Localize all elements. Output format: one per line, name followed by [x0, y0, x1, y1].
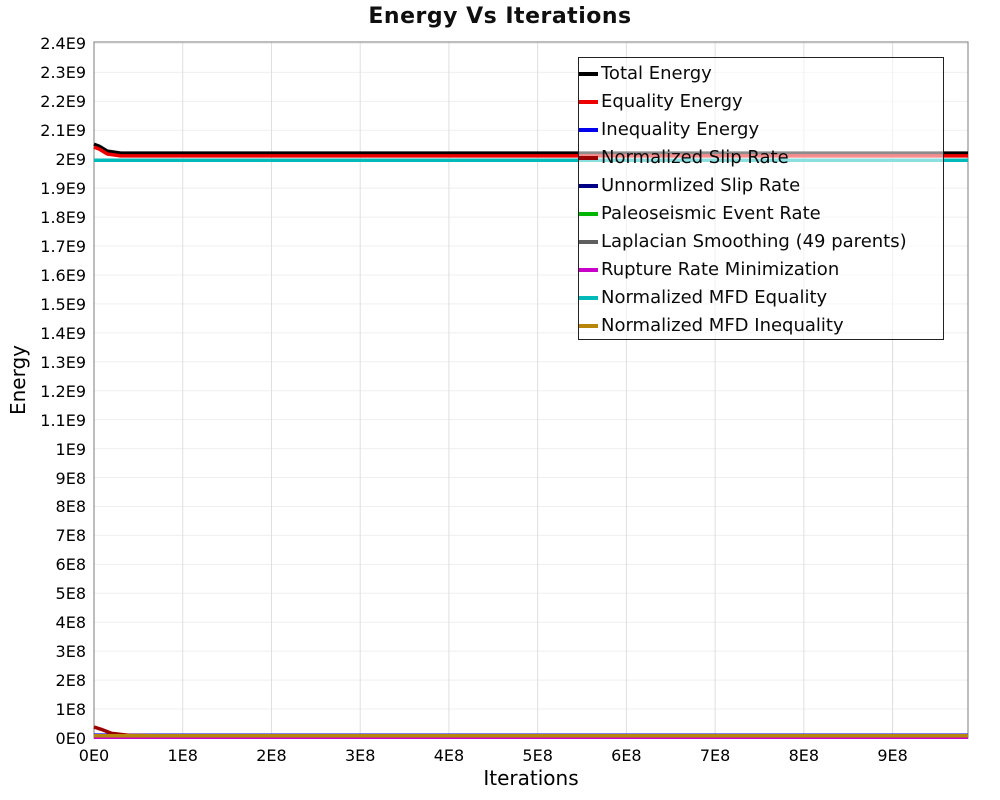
y-tick-label: 1E8: [55, 700, 86, 720]
x-tick-label: 3E8: [344, 746, 376, 765]
legend-item: Paleoseismic Event Rate: [579, 200, 943, 228]
y-tick-label: 1.8E9: [40, 208, 86, 228]
y-tick-label: 6E8: [55, 555, 86, 575]
x-tick-label: 2E8: [256, 746, 287, 765]
legend-item: Total Energy: [579, 60, 943, 88]
x-tick-label: 9E8: [877, 746, 908, 765]
legend-swatch-icon: [579, 268, 598, 272]
legend-swatch-icon: [579, 296, 598, 300]
x-axis-title: Iterations: [483, 766, 579, 790]
legend: Total Energy Equality Energy Inequality En…: [578, 57, 944, 340]
legend-swatch-icon: [579, 240, 598, 244]
series-line: [93, 142, 968, 155]
y-axis-title: Energy: [6, 344, 30, 416]
legend-item: Unnormlized Slip Rate: [579, 172, 943, 200]
legend-item: Normalized MFD Inequality: [579, 312, 943, 340]
chart-title: Energy Vs Iterations: [368, 4, 632, 29]
y-tick-label: 5E8: [55, 584, 86, 604]
legend-label: Normalized MFD Equality: [601, 287, 828, 308]
y-tick-label: 1.2E9: [40, 381, 86, 401]
legend-label: Total Energy: [601, 63, 712, 84]
legend-item: Rupture Rate Minimization: [579, 256, 943, 284]
y-tick-label: 1.5E9: [40, 294, 86, 314]
legend-label: Equality Energy: [601, 91, 743, 112]
legend-item: Equality Energy: [579, 88, 943, 116]
legend-swatch-icon: [579, 128, 598, 132]
y-tick-label: 1.4E9: [40, 323, 86, 343]
y-tick-label: 1.6E9: [40, 265, 86, 285]
legend-label: Unnormlized Slip Rate: [601, 175, 801, 196]
legend-label: Inequality Energy: [601, 119, 760, 140]
y-tick-label: 2.2E9: [40, 92, 86, 112]
legend-swatch-icon: [579, 100, 598, 104]
y-tick-label: 2.1E9: [40, 121, 86, 141]
x-tick-label: 6E8: [611, 746, 642, 765]
legend-label: Laplacian Smoothing (49 parents): [601, 231, 907, 252]
y-tick-label: 7E8: [55, 526, 86, 546]
y-tick-label: 1.9E9: [40, 179, 86, 199]
y-tick-label: 2E8: [55, 671, 86, 691]
x-tick-label: 8E8: [788, 746, 820, 765]
x-tick-label: 1E8: [167, 746, 198, 765]
series-line: [93, 145, 968, 158]
legend-swatch-icon: [579, 184, 598, 188]
y-tick-label: 8E8: [55, 497, 86, 517]
legend-label: Rupture Rate Minimization: [601, 259, 840, 280]
legend-swatch-icon: [579, 324, 598, 328]
legend-item: Normalized Slip Rate: [579, 144, 943, 172]
legend-item: Normalized MFD Equality: [579, 284, 943, 312]
y-tick-label: 1.1E9: [40, 410, 86, 430]
x-tick-label: 7E8: [699, 746, 731, 765]
y-tick-label: 0E0: [55, 729, 86, 748]
y-tick-label: 2.4E9: [40, 34, 86, 54]
legend-item: Laplacian Smoothing (49 parents): [579, 228, 943, 256]
legend-label: Normalized MFD Inequality: [601, 315, 844, 336]
x-tick-label: 0E0: [78, 746, 110, 765]
y-tick-label: 3E8: [55, 642, 86, 662]
legend-swatch-icon: [579, 156, 598, 160]
legend-label: Normalized Slip Rate: [601, 147, 789, 168]
y-tick-label: 1.7E9: [40, 237, 86, 257]
legend-item: Inequality Energy: [579, 116, 943, 144]
y-tick-label: 1E9: [55, 439, 86, 459]
x-tick-label: 5E8: [522, 746, 553, 765]
y-tick-label: 4E8: [55, 613, 86, 633]
legend-swatch-icon: [579, 72, 598, 76]
y-tick-label: 2.3E9: [40, 63, 86, 83]
legend-label: Paleoseismic Event Rate: [601, 203, 821, 224]
legend-swatch-icon: [579, 212, 598, 216]
y-tick-label: 2E9: [55, 150, 86, 170]
y-tick-label: 9E8: [55, 468, 86, 488]
x-tick-label: 4E8: [433, 746, 465, 765]
y-tick-label: 1.3E9: [40, 352, 86, 372]
